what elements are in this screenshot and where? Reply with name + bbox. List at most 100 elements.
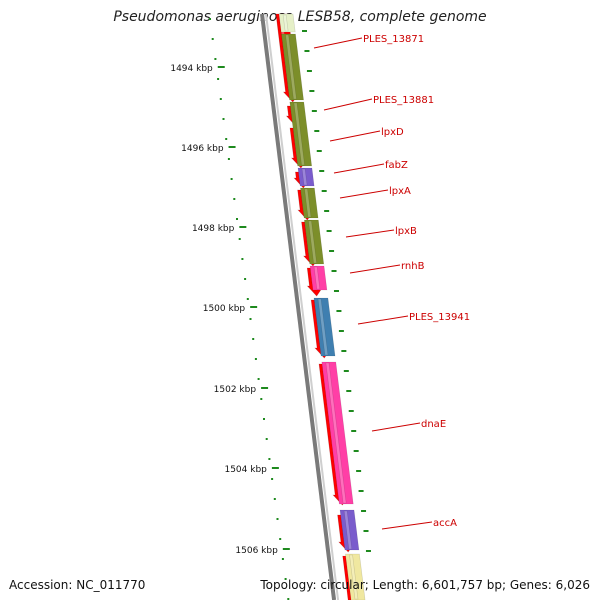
scale-dot	[222, 118, 225, 120]
scale-dot	[230, 178, 233, 180]
kbp-tick	[239, 226, 247, 228]
kbp-label: 1500 kbp	[203, 304, 246, 314]
gene-highlight	[285, 34, 297, 100]
scale-dot	[271, 478, 274, 480]
tick-mark	[365, 550, 371, 552]
kbp-tick	[261, 387, 269, 389]
topology-text: Topology: circular; Length: 6,601,757 bp…	[260, 578, 590, 592]
scale-dot	[273, 498, 276, 500]
tick-mark	[329, 250, 335, 252]
scale-ticks: 1494 kbp 1496 kbp 1498 kbp 1500 kbp 1502 kbp…	[170, 64, 290, 556]
gene-highlight	[313, 266, 321, 290]
tick-mark	[346, 390, 352, 392]
kbp-tick	[282, 548, 290, 550]
gene-highlight	[304, 188, 312, 218]
kbp-label: 1502 kbp	[214, 385, 257, 395]
gene-block	[297, 167, 315, 187]
tick-mark	[302, 30, 307, 32]
accession-text: Accession: NC_011770	[9, 578, 146, 592]
gene-block	[278, 13, 296, 33]
gene-block	[281, 33, 304, 101]
tick-mark	[319, 170, 325, 172]
scale-dots	[209, 18, 371, 600]
scale-dot	[284, 578, 287, 580]
scale-dot	[265, 438, 268, 440]
kbp-label: 1504 kbp	[224, 465, 267, 475]
backbone-edge	[265, 13, 340, 600]
gene-block	[345, 553, 366, 600]
tick-mark	[316, 150, 322, 152]
scale-dot	[252, 338, 255, 340]
kbp-tick	[217, 66, 225, 68]
scale-dot	[241, 258, 244, 260]
kbp-tick	[250, 306, 258, 308]
gene-block	[303, 219, 325, 265]
label-leader	[313, 37, 363, 49]
scale-dot	[233, 198, 236, 200]
scale-dot	[236, 218, 238, 220]
gene-block	[313, 297, 336, 357]
tick-mark	[361, 510, 367, 512]
gene-block	[339, 509, 360, 551]
scale-dot	[217, 78, 220, 80]
scale-dot	[211, 38, 214, 40]
tick-mark	[304, 50, 310, 52]
tick-mark	[338, 330, 344, 332]
kbp-label: 1494 kbp	[170, 64, 213, 74]
scale-dot	[279, 538, 282, 540]
scale-dot	[238, 238, 241, 240]
scale-dot	[276, 518, 279, 520]
scale-dot	[268, 458, 271, 460]
tick-mark	[331, 270, 337, 272]
tick-mark	[348, 410, 354, 412]
scale-dot	[209, 18, 211, 20]
label-leader	[323, 98, 373, 111]
label-leader	[329, 130, 381, 142]
scale-dot	[246, 298, 249, 300]
tick-mark	[353, 450, 359, 452]
tick-mark	[321, 190, 327, 192]
scale-dot	[227, 158, 230, 160]
tick-mark	[363, 530, 369, 532]
gene-label: PLES_13941	[409, 312, 470, 323]
label-leader	[345, 229, 395, 238]
gene-block	[300, 187, 319, 219]
gene-highlight	[308, 220, 317, 264]
map-title: Pseudomonas aeruginosa LESB58, complete …	[113, 9, 487, 25]
gene-label: lpxA	[389, 186, 411, 197]
scale-dot	[263, 418, 265, 420]
gene-label: fabZ	[385, 160, 408, 171]
gene-label: PLES_13881	[373, 95, 434, 106]
scale-dot	[214, 58, 217, 60]
tick-mark	[326, 230, 332, 232]
scale-dot	[249, 318, 252, 320]
gene-highlight	[282, 14, 289, 32]
scale-dot	[257, 378, 260, 380]
tick-mark	[311, 110, 317, 112]
gene-label: dnaE	[421, 419, 446, 430]
scale-dot	[287, 598, 290, 600]
gene-label: lpxD	[381, 127, 404, 138]
scale-dot	[281, 558, 284, 560]
scale-dot	[254, 358, 257, 360]
label-leader	[357, 315, 409, 325]
gene-block	[289, 101, 313, 167]
kbp-label: 1496 kbp	[181, 144, 224, 154]
label-leader	[349, 264, 401, 274]
scale-dot	[244, 278, 247, 280]
tick-mark	[351, 430, 357, 432]
tick-mark	[343, 370, 349, 372]
kbp-tick	[228, 146, 236, 148]
tick-mark	[333, 290, 339, 292]
tick-mark	[309, 90, 315, 92]
scale-dot	[260, 398, 263, 400]
scale-dot	[225, 138, 228, 140]
gene-label: lpxB	[395, 226, 417, 237]
gene-block	[321, 361, 354, 505]
label-leader	[339, 189, 389, 199]
tick-mark	[341, 350, 347, 352]
kbp-label: 1506 kbp	[235, 546, 278, 556]
gene-labels: PLES_13871 PLES_13881 lpxD fabZ lpxA lpxB rnhB…	[313, 34, 470, 530]
